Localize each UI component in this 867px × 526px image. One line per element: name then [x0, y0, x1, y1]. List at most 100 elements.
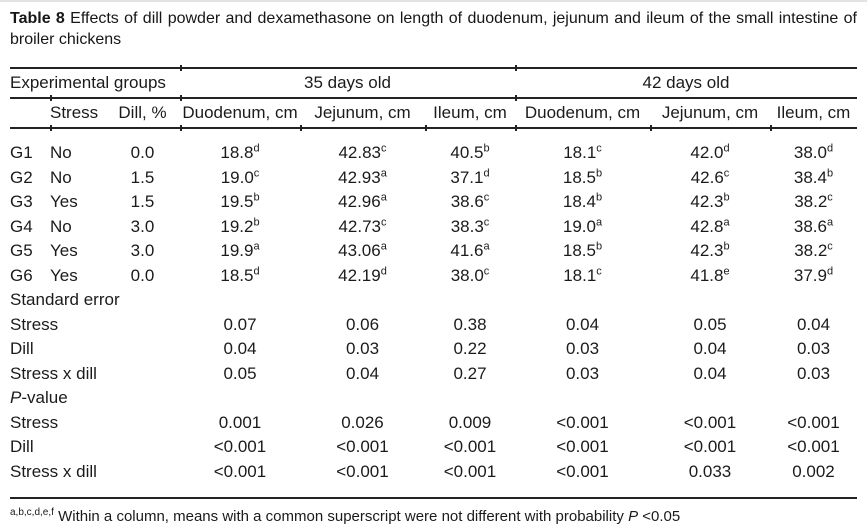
column-header-jejunum-42: Jejunum, cm — [661, 103, 759, 122]
group-row: G1 No 0.0 18.8d 42.83c 40.5b 18.1c 42.0d 38.0d — [10, 141, 857, 166]
significance-superscript: c — [483, 216, 490, 229]
column-header-duodenum-35: Duodenum, cm — [182, 103, 298, 122]
value-cell: 38.0c — [425, 264, 515, 289]
significance-superscript: c — [483, 265, 490, 278]
standard-error-row: Stress x dill 0.05 0.04 0.27 0.03 0.04 0.03 — [10, 362, 857, 387]
top-rule — [10, 65, 857, 71]
value-cell: 42.73c — [300, 215, 425, 240]
value-cell: 38.2c — [770, 190, 857, 215]
significance-superscript: b — [723, 240, 730, 253]
footnote-text: Within a column, means with a common sup… — [53, 508, 629, 525]
significance-superscript: c — [596, 142, 602, 155]
measurement-value: 42.3 — [690, 241, 724, 261]
value-cell: 38.3c — [425, 215, 515, 240]
measurement-value: 38.3 — [450, 216, 484, 236]
effect-label: Stress — [10, 314, 59, 334]
column-header-row: Stress Dill, % Duodenum, cm Jejunum, cm … — [10, 99, 857, 127]
significance-superscript: a — [723, 216, 730, 229]
value-cell: 38.6a — [770, 215, 857, 240]
significance-superscript: c — [723, 167, 730, 180]
header-42-days-old: 42 days old — [642, 73, 730, 92]
standard-error-value: 0.22 — [453, 339, 487, 359]
standard-error-value: 0.04 — [565, 314, 600, 334]
significance-superscript: c — [483, 191, 490, 204]
footnote-p-symbol: P — [628, 508, 639, 525]
significance-superscript: c — [381, 142, 387, 155]
standard-error-value: 0.03 — [796, 339, 831, 359]
stress-cell: Yes — [50, 241, 78, 261]
p-value-cell: <0.001 — [213, 461, 267, 481]
value-cell: 18.8d — [180, 141, 300, 166]
significance-superscript: d — [380, 265, 387, 278]
significance-superscript: d — [826, 142, 834, 155]
significance-superscript: b — [483, 142, 490, 155]
value-cell: 42.6c — [650, 166, 770, 191]
table-caption: Table 8 Effects of dill powder and dexam… — [10, 8, 857, 50]
mid-rule — [10, 95, 857, 101]
significance-superscript: e — [723, 265, 730, 278]
value-cell: 42.0d — [650, 141, 770, 166]
footnote: a,b,c,d,e,f Within a column, means with … — [10, 503, 857, 526]
effect-label: Stress — [10, 412, 59, 432]
table-caption-text: Effects of dill powder and dexamethasone… — [10, 10, 858, 48]
group-row: G2 No 1.5 19.0c 42.93a 37.1d 18.5b 42.6c 38.4b — [10, 166, 857, 191]
p-value-row: Stress x dill <0.001 <0.001 <0.001 <0.001 0.0… — [10, 460, 857, 485]
table-top-spacer-cell — [10, 129, 857, 141]
stress-cell: Yes — [50, 192, 78, 212]
significance-superscript: a — [380, 167, 387, 180]
stress-cell: No — [50, 216, 72, 236]
value-cell: 38.2c — [770, 239, 857, 264]
standard-error-row: Stress 0.07 0.06 0.38 0.04 0.05 0.04 — [10, 313, 857, 338]
measurement-value: 42.96 — [338, 192, 381, 212]
value-cell: 18.1c — [515, 264, 650, 289]
measurement-value: 43.06 — [338, 241, 381, 261]
p-value-cell: 0.002 — [792, 461, 835, 481]
significance-superscript: c — [596, 265, 602, 278]
measurement-value: 38.2 — [794, 192, 828, 212]
value-cell: 19.0c — [180, 166, 300, 191]
standard-error-value: 0.07 — [223, 314, 257, 334]
measurement-value: 38.0 — [793, 143, 827, 163]
measurement-value: 42.6 — [690, 167, 724, 187]
group-id-cell: G2 — [10, 167, 33, 187]
significance-superscript: a — [483, 240, 490, 253]
standard-error-value: 0.06 — [345, 314, 380, 334]
p-value-label-italic: P — [10, 388, 22, 408]
value-cell: 42.96a — [300, 190, 425, 215]
measurement-value: 42.83 — [338, 143, 382, 163]
group-row: G6 Yes 0.0 18.5d 42.19d 38.0c 18.1c 41.8e 37.9d — [10, 264, 857, 289]
significance-superscript: b — [595, 167, 603, 180]
p-value-cell: <0.001 — [787, 437, 840, 457]
measurement-value: 18.1 — [563, 265, 597, 285]
standard-error-value: 0.04 — [345, 363, 380, 383]
measurement-value: 19.2 — [220, 216, 254, 236]
measurement-value: 41.8 — [690, 265, 724, 285]
group-id-cell: G6 — [10, 265, 33, 285]
significance-superscript: b — [595, 240, 603, 253]
p-value-cell: <0.001 — [683, 437, 737, 457]
table-top-spacer — [10, 129, 857, 141]
standard-error-value: 0.03 — [565, 363, 600, 383]
significance-superscript: d — [253, 142, 260, 155]
group-id-cell: G5 — [10, 241, 33, 261]
value-cell: 42.83c — [300, 141, 425, 166]
significance-superscript: c — [827, 240, 833, 253]
significance-superscript: a — [595, 216, 603, 229]
measurement-value: 19.0 — [220, 167, 254, 187]
p-value-cell: <0.001 — [683, 412, 737, 432]
measurement-value: 18.5 — [562, 241, 596, 261]
value-cell: 19.2b — [180, 215, 300, 240]
significance-superscript: a — [826, 216, 834, 229]
standard-error-value: 0.38 — [453, 314, 487, 334]
measurement-value: 42.73 — [338, 216, 382, 236]
value-cell: 38.4b — [770, 166, 857, 191]
p-value-cell: <0.001 — [787, 412, 840, 432]
significance-superscript: b — [253, 191, 260, 204]
measurement-value: 42.93 — [338, 167, 381, 187]
measurement-value: 38.6 — [450, 192, 484, 212]
value-cell: 42.8a — [650, 215, 770, 240]
measurement-value: 18.4 — [562, 192, 596, 212]
value-cell: 19.5b — [180, 190, 300, 215]
value-cell: 42.3b — [650, 239, 770, 264]
p-value-cell: 0.009 — [448, 412, 492, 432]
